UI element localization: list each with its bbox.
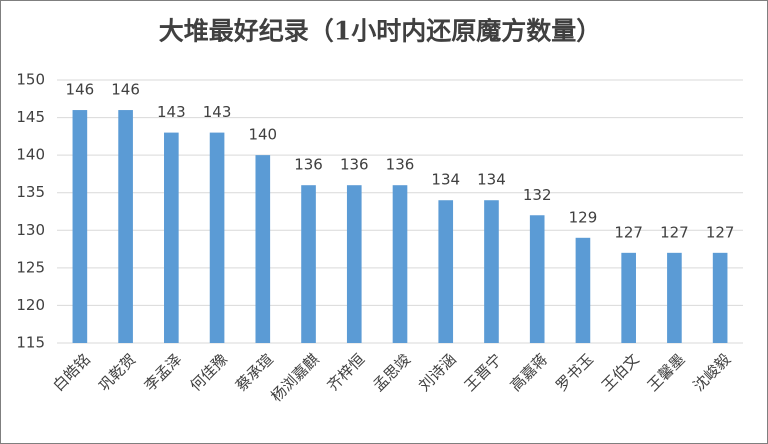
bar	[575, 237, 591, 343]
data-label: 146	[111, 81, 140, 99]
data-label: 132	[523, 186, 552, 204]
data-label: 127	[660, 223, 689, 241]
y-tick-label: 135	[16, 183, 45, 201]
y-tick-label: 145	[16, 108, 45, 126]
bar	[712, 252, 728, 343]
data-label: 136	[386, 156, 415, 174]
bar	[301, 185, 316, 343]
data-label: 140	[248, 126, 277, 144]
bar	[438, 200, 454, 343]
data-label: 134	[477, 171, 506, 189]
data-label: 134	[431, 171, 460, 189]
data-label: 129	[569, 208, 598, 226]
bar	[484, 200, 499, 343]
data-label: 143	[157, 103, 186, 121]
bar	[118, 110, 133, 343]
data-label: 127	[614, 223, 643, 241]
bar	[72, 110, 88, 343]
data-label: 146	[66, 81, 95, 99]
bar	[164, 132, 179, 343]
y-tick-label: 150	[16, 71, 45, 89]
y-tick-label: 125	[16, 258, 45, 276]
bar	[667, 252, 682, 343]
data-label: 136	[340, 156, 369, 174]
bar	[621, 252, 636, 343]
bar	[346, 185, 362, 343]
y-tick-label: 120	[16, 296, 45, 314]
bar	[209, 132, 225, 343]
y-tick-label: 130	[16, 221, 45, 239]
chart-title: 大堆最好纪录（1小时内还原魔方数量）	[159, 17, 601, 46]
bar	[255, 155, 271, 343]
bar	[392, 185, 408, 343]
bar	[529, 215, 545, 343]
data-label: 127	[706, 223, 735, 241]
data-label: 136	[294, 156, 323, 174]
data-label: 143	[203, 103, 232, 121]
y-tick-label: 115	[16, 334, 45, 352]
y-tick-label: 140	[16, 146, 45, 164]
